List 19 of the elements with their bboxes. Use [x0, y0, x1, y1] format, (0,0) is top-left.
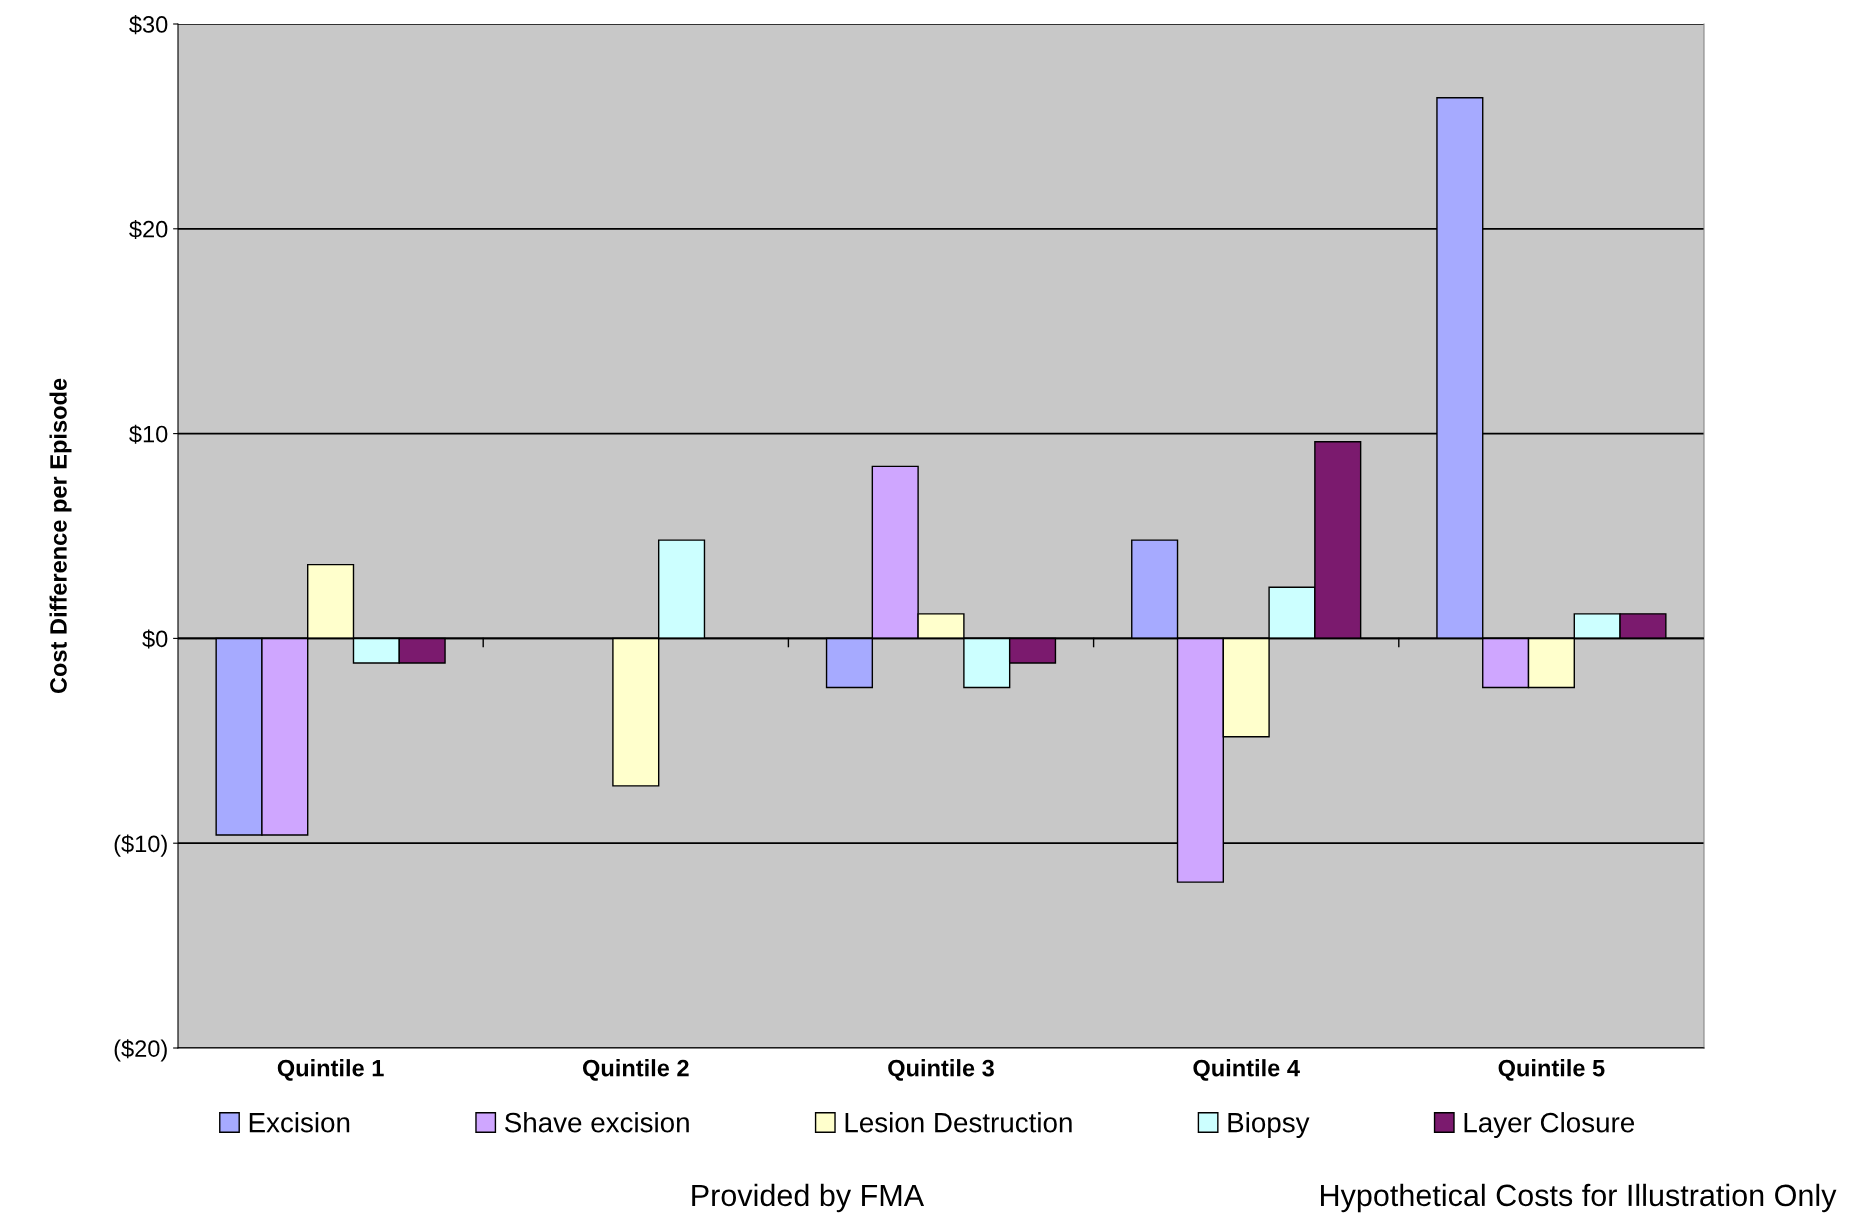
y-axis-title: Cost Difference per Episode: [49, 378, 72, 694]
x-tick-label: Quintile 2: [582, 1059, 689, 1081]
y-tick-label: $30: [129, 15, 168, 35]
legend-label: Biopsy: [1228, 1112, 1310, 1138]
x-tick-label: Quintile 1: [277, 1059, 384, 1081]
legend-label: Lesion Destruction: [845, 1112, 1072, 1133]
y-tick-label: $10: [129, 424, 168, 444]
y-tick-label: ($10): [114, 834, 167, 857]
y-tick-label: $20: [129, 219, 168, 239]
x-tick-label: Quintile 3: [888, 1059, 994, 1081]
y-tick-label: ($20): [114, 1039, 167, 1062]
legend-label: Shave excision: [505, 1112, 689, 1133]
x-tick-label: Quintile 4: [1193, 1059, 1300, 1081]
text: Provided by FMA: [692, 1183, 925, 1213]
y-tick-label: $0: [142, 629, 168, 649]
legend-label: Layer Closure: [1464, 1112, 1635, 1138]
x-tick-label: Quintile 5: [1498, 1059, 1605, 1081]
text: Hypothetical Costs for Illustration Only: [1321, 1183, 1837, 1213]
legend-label: Excision: [249, 1112, 350, 1133]
